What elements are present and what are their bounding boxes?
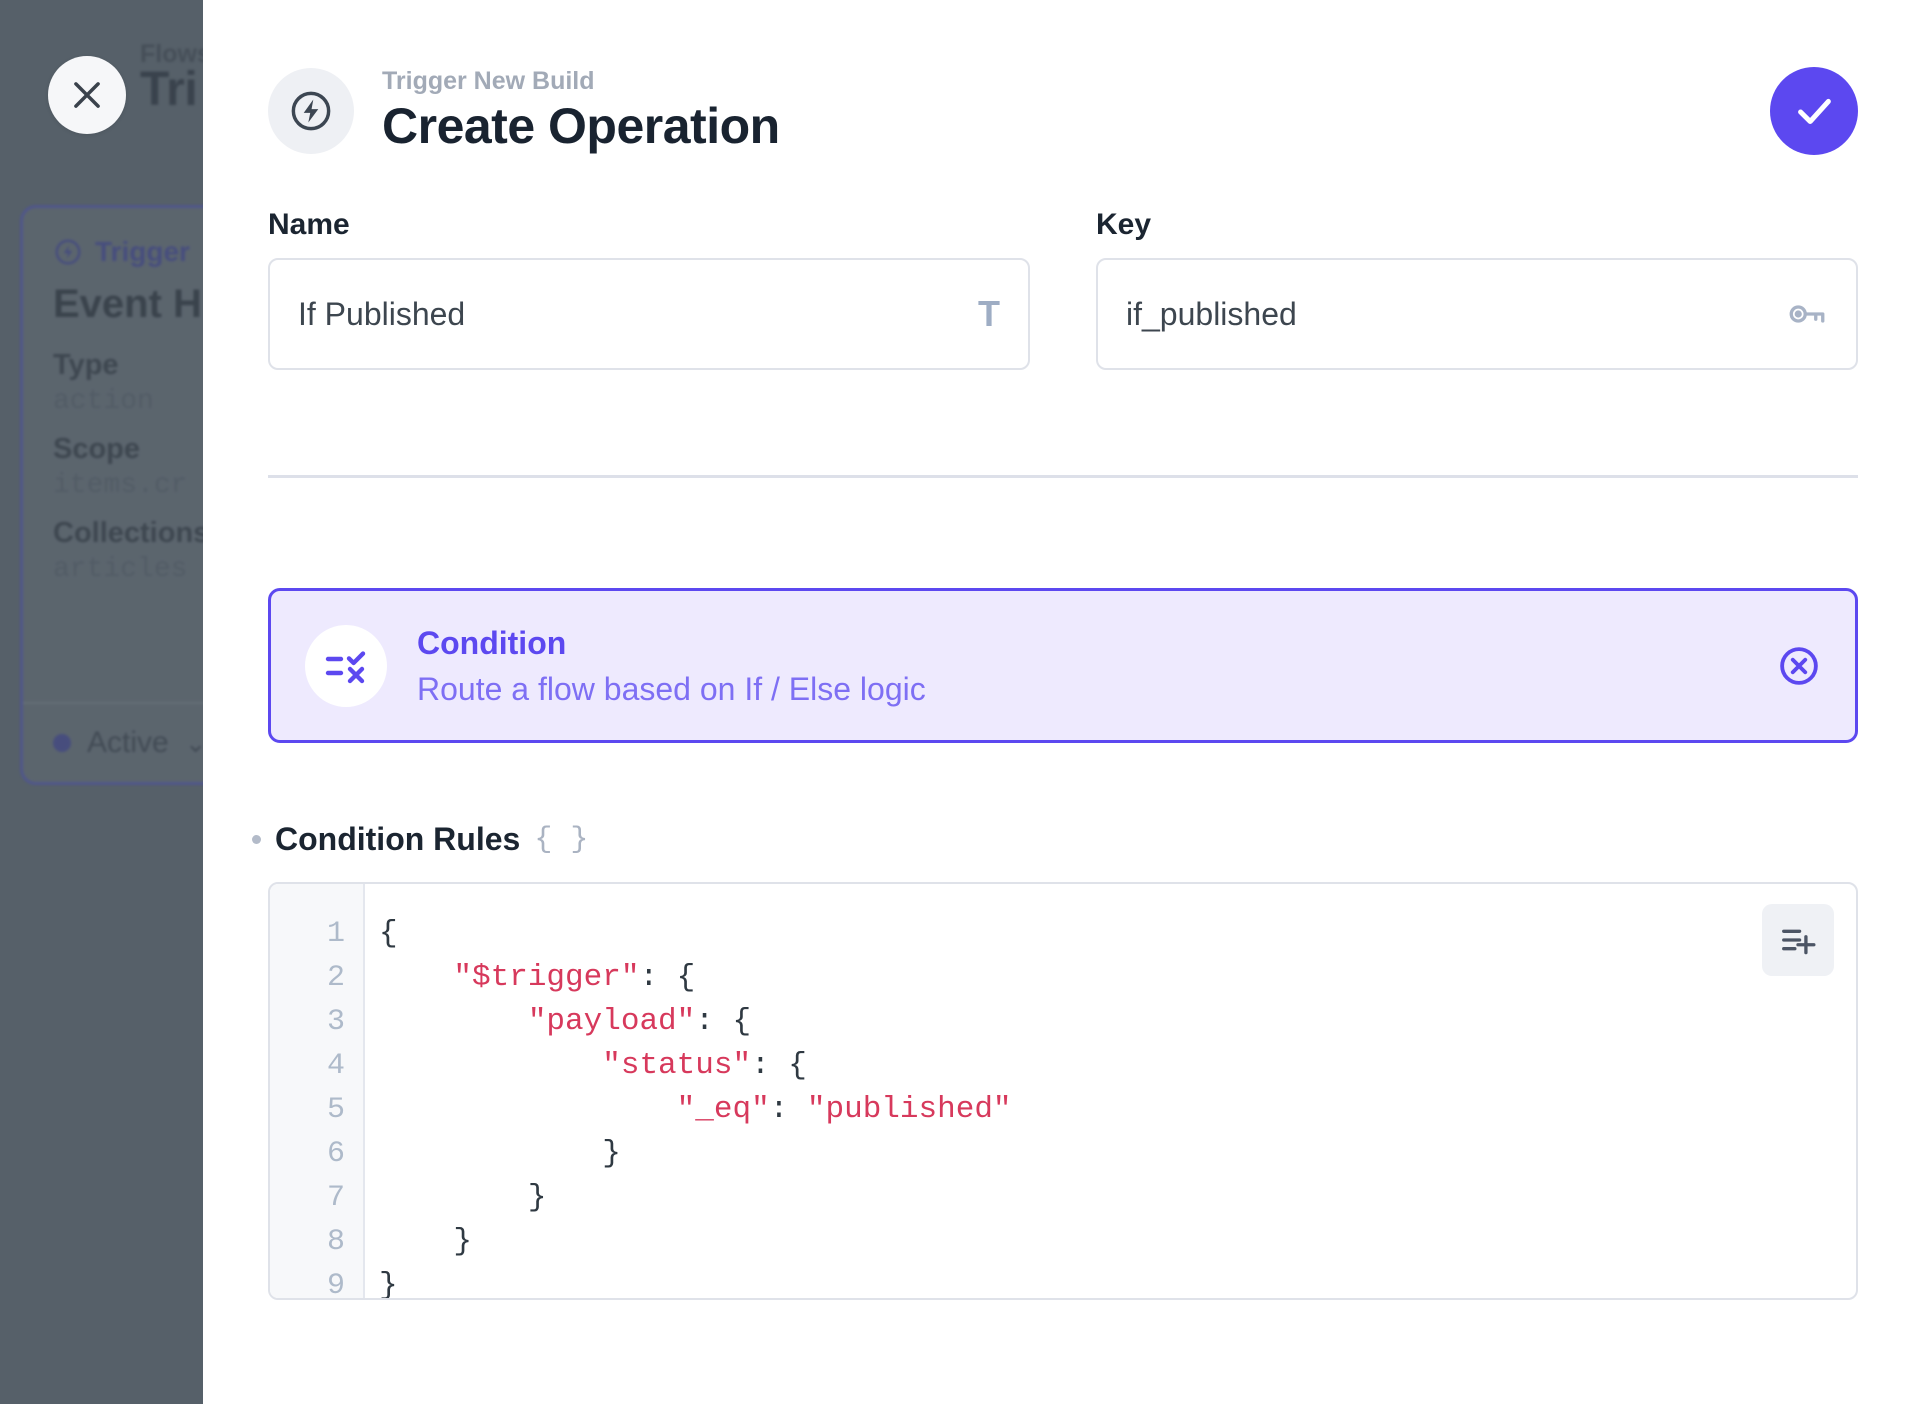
name-label: Name bbox=[268, 208, 350, 241]
name-input-value: If Published bbox=[298, 295, 466, 332]
editor-code-line: "status": { bbox=[602, 1048, 807, 1083]
condition-check-x-icon bbox=[325, 650, 366, 683]
status-dot-icon bbox=[53, 734, 71, 752]
editor-line-number: 4 bbox=[326, 1049, 345, 1083]
editor-line-number: 3 bbox=[326, 1005, 345, 1039]
remove-operation-button[interactable] bbox=[1777, 644, 1821, 688]
background-field-label-collections: Collections bbox=[53, 517, 210, 549]
name-input[interactable]: If Published T bbox=[268, 258, 1030, 370]
circle-x-icon bbox=[1780, 646, 1818, 685]
editor-code-line: } bbox=[379, 1224, 473, 1259]
drawer-subtitle: Trigger New Build bbox=[382, 66, 595, 95]
save-operation-button[interactable] bbox=[1770, 67, 1858, 155]
condition-rules-label: Condition Rules bbox=[275, 821, 521, 857]
editor-code-line: } bbox=[379, 1136, 621, 1171]
editor-line-number: 8 bbox=[326, 1225, 345, 1259]
background-status-label: Active bbox=[87, 726, 169, 759]
condition-rules-header: Condition Rules { } bbox=[252, 821, 1858, 858]
name-field-group: Name If Published T bbox=[268, 208, 1030, 370]
background-trigger-card: Trigger Event H Type action Scope items.… bbox=[20, 205, 210, 785]
editor-line-number: 1 bbox=[326, 917, 345, 951]
drawer-body: Name If Published T Key if_published bbox=[203, 208, 1906, 1300]
field-row: Name If Published T Key if_published bbox=[268, 208, 1858, 370]
close-drawer-button[interactable] bbox=[48, 56, 126, 134]
key-input-value: if_published bbox=[1126, 295, 1297, 332]
condition-title: Condition bbox=[417, 624, 567, 661]
editor-code-line: } bbox=[379, 1180, 547, 1215]
background-trigger-label: Trigger bbox=[95, 236, 190, 267]
editor-code-line: { bbox=[379, 916, 398, 951]
editor-code-area[interactable]: { "$trigger": { "payload": { "status": {… bbox=[365, 884, 1856, 1298]
condition-icon-wrap bbox=[305, 624, 387, 707]
list-plus-icon bbox=[1782, 929, 1816, 955]
background-event-title: Event H bbox=[53, 282, 202, 326]
insert-variable-button[interactable] bbox=[1762, 904, 1834, 976]
background-page-title: Tri bbox=[140, 63, 198, 116]
condition-operation-card[interactable]: Condition Route a flow based on If / Els… bbox=[268, 588, 1858, 743]
condition-rules-editor[interactable]: 1 2 3 4 5 6 7 8 9 { "$trigger": { "payload": { "… bbox=[268, 882, 1858, 1300]
required-dot-icon bbox=[252, 835, 261, 844]
editor-line-numbers: 1 2 3 4 5 6 7 8 9 bbox=[270, 884, 365, 1298]
check-icon bbox=[1798, 98, 1831, 125]
editor-code-line: } bbox=[379, 1268, 398, 1298]
background-field-value-scope: items.cr bbox=[53, 470, 188, 501]
drawer-title: Create Operation bbox=[382, 98, 780, 155]
bolt-circle-icon bbox=[291, 91, 331, 131]
condition-description: Route a flow based on If / Else logic bbox=[417, 670, 926, 707]
background-breadcrumb: Flows bbox=[140, 40, 210, 68]
key-label: Key bbox=[1096, 208, 1152, 241]
background-field-value-type: action bbox=[53, 386, 154, 417]
editor-line-number: 7 bbox=[326, 1181, 345, 1215]
key-input[interactable]: if_published bbox=[1096, 258, 1858, 370]
operation-type-icon-wrap bbox=[268, 68, 354, 154]
editor-line-number: 2 bbox=[326, 961, 345, 995]
background-field-value-collections: articles bbox=[53, 554, 188, 585]
create-operation-drawer: Trigger New Build Create Operation Name … bbox=[203, 0, 1906, 1404]
text-type-icon: T bbox=[978, 293, 1000, 334]
section-divider bbox=[268, 475, 1858, 478]
editor-code-line: "payload": { bbox=[527, 1004, 752, 1039]
close-icon bbox=[74, 82, 100, 108]
background-field-label-type: Type bbox=[53, 349, 119, 381]
bolt-circle-icon bbox=[55, 239, 81, 265]
background-trigger-row: Trigger bbox=[53, 236, 210, 268]
drawer-header: Trigger New Build Create Operation bbox=[203, 0, 1906, 170]
key-icon bbox=[1786, 293, 1828, 335]
editor-line-number: 9 bbox=[326, 1269, 345, 1300]
editor-code-line: "$trigger": { bbox=[453, 960, 696, 995]
editor-line-number: 6 bbox=[326, 1137, 345, 1171]
editor-line-number: 5 bbox=[326, 1093, 345, 1127]
background-page: Flows Tri Trigger Event H Type action Sc… bbox=[0, 0, 210, 1404]
key-field-group: Key if_published bbox=[1096, 208, 1858, 370]
editor-code-line: "_eq": "published" bbox=[676, 1092, 1012, 1127]
background-field-label-scope: Scope bbox=[53, 433, 141, 465]
chevron-down-icon: ⌄ bbox=[184, 727, 207, 758]
json-braces-icon: { } bbox=[534, 822, 589, 857]
background-card-footer: Active ⌄ bbox=[23, 702, 210, 782]
